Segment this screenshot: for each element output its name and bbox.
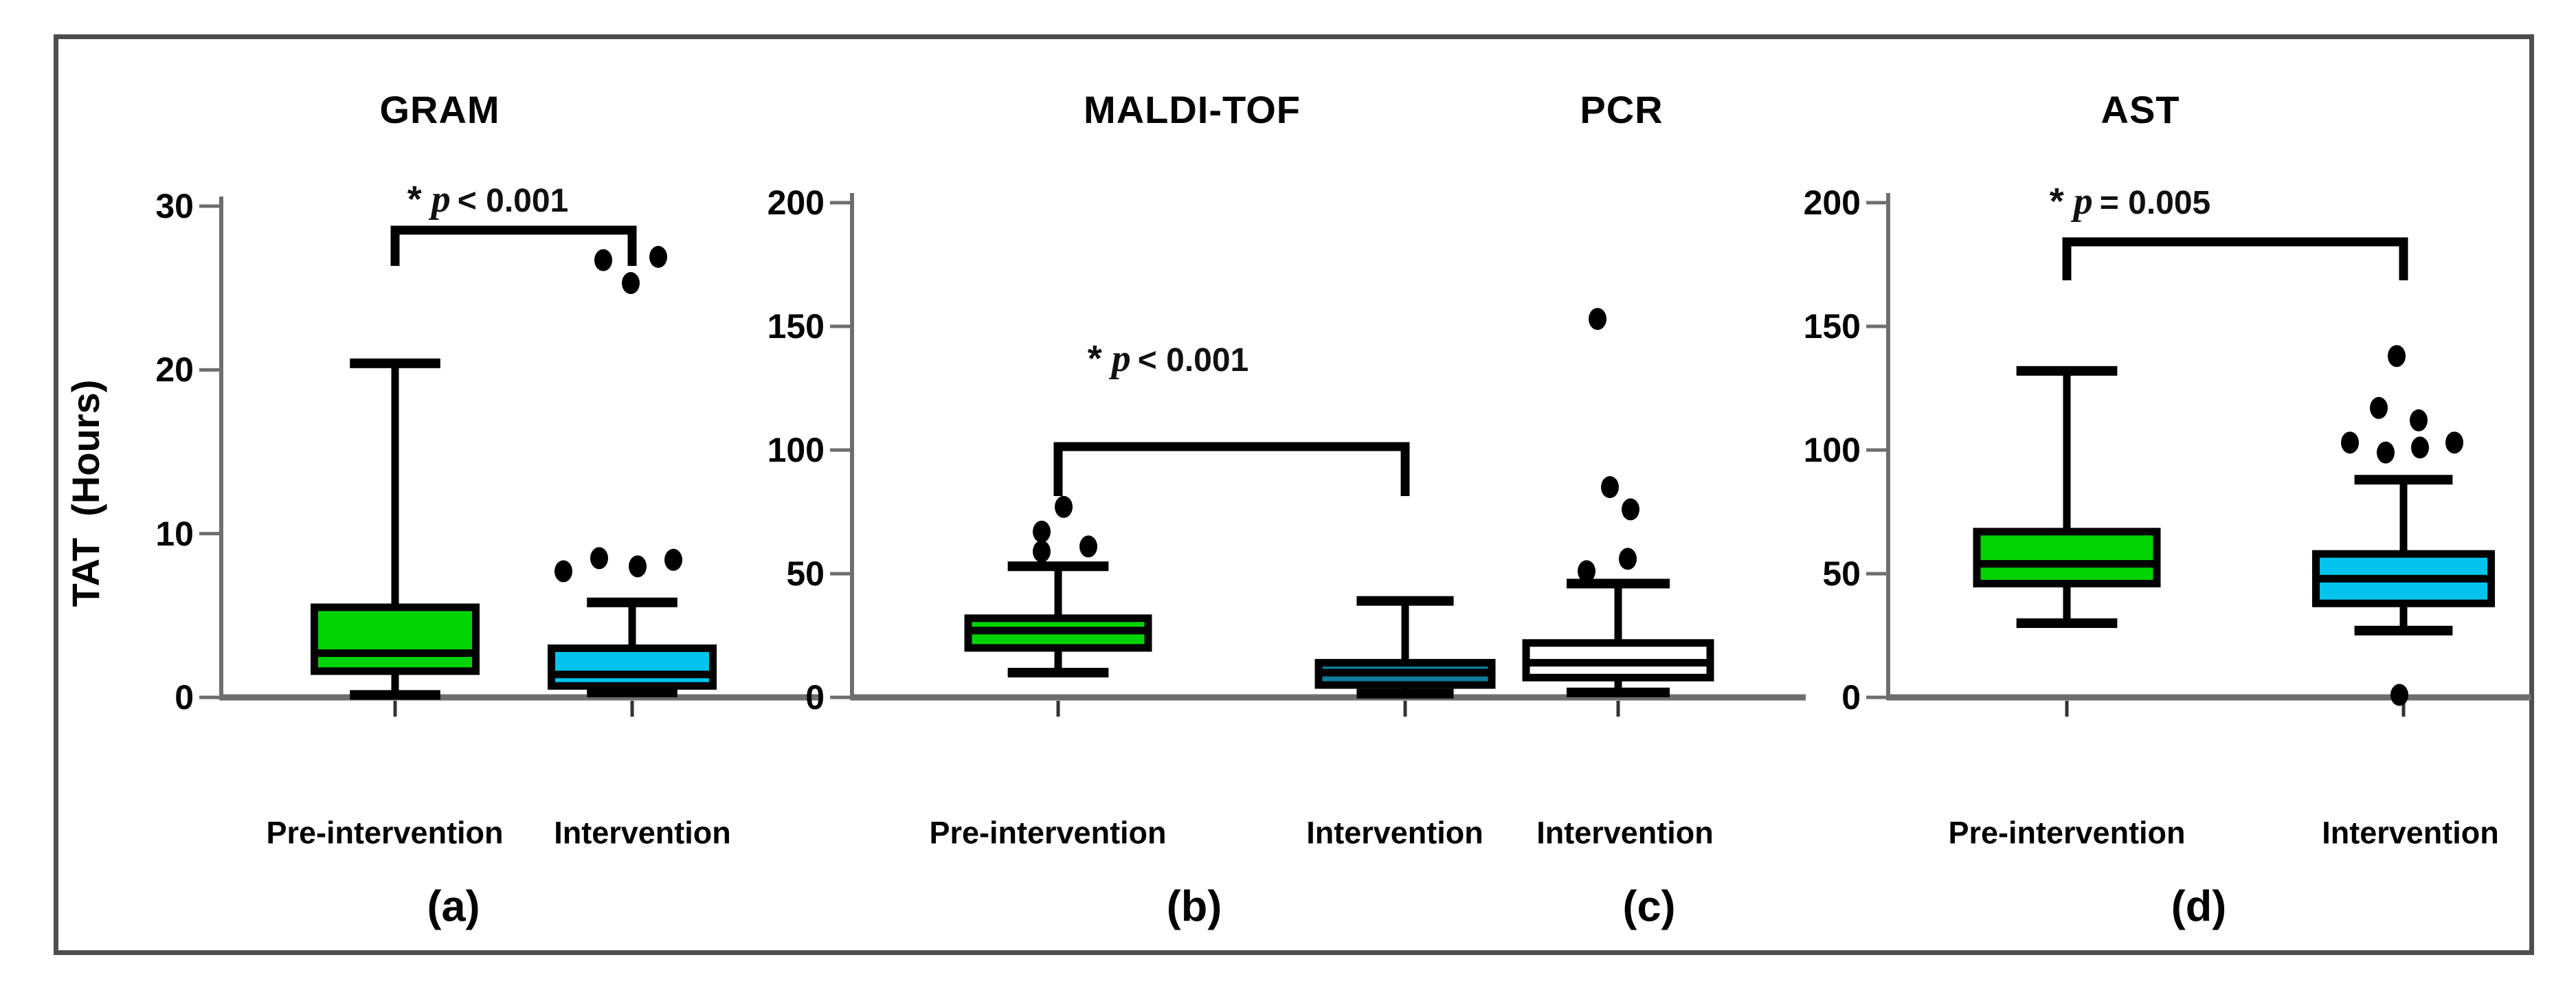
outlier-dot — [2445, 431, 2463, 454]
outlier-dot — [2388, 345, 2406, 368]
significance-label-maldi: * p < 0.001 — [1088, 337, 1249, 381]
panel-title-gram: GRAM — [379, 88, 500, 131]
significance-bracket — [2062, 237, 2408, 280]
outlier-dot — [1079, 535, 1097, 558]
y-tick-label: 20 — [155, 350, 194, 389]
y-tick-label: 200 — [1803, 183, 1861, 222]
x-category-label: Intervention — [1536, 815, 1714, 851]
x-category-label: Intervention — [1306, 815, 1483, 851]
significance-bracket — [1053, 442, 1410, 496]
p-value: < 0.001 — [457, 183, 569, 219]
box — [1973, 528, 2161, 587]
panel-letter-b: (b) — [1166, 882, 1222, 931]
whisker-cap — [587, 687, 677, 697]
x-category-label: Intervention — [554, 815, 731, 851]
y-axis-label: TAT (Hours) — [64, 379, 107, 607]
outlier-dot — [1578, 560, 1595, 583]
p-symbol: p — [2073, 180, 2093, 223]
panel-letter-d: (d) — [2171, 882, 2227, 931]
significance-bracket — [390, 225, 637, 266]
y-tick-label: 0 — [1841, 678, 1861, 717]
asterisk: * — [1087, 338, 1102, 379]
outlier-dot — [1619, 548, 1637, 570]
panel-a — [199, 197, 821, 717]
whisker-cap — [1007, 668, 1109, 677]
outlier-dot — [649, 245, 667, 268]
outlier-dot — [629, 555, 647, 578]
outlier-dot — [2370, 396, 2388, 419]
x-category-label: Intervention — [2322, 815, 2499, 851]
outlier-dot — [2390, 684, 2408, 706]
y-tick-label: 30 — [155, 187, 194, 225]
outlier-dot — [2341, 431, 2359, 454]
outlier-dot — [2377, 441, 2395, 464]
x-category-label: Pre-intervention — [929, 815, 1167, 851]
panel-title-pcr: PCR — [1580, 88, 1664, 131]
outlier-dot — [1622, 498, 1639, 521]
whisker-cap — [1356, 688, 1454, 699]
outlier-dot — [594, 249, 612, 271]
outlier-dot — [555, 560, 572, 583]
whisker-cap — [350, 690, 440, 700]
panel-title-ast: AST — [2101, 88, 2180, 131]
asterisk: * — [2049, 181, 2064, 222]
panel-b — [830, 193, 1806, 717]
outlier-dot — [1033, 540, 1051, 563]
whisker-cap — [2354, 475, 2453, 485]
x-category-label: Pre-intervention — [1948, 815, 2186, 851]
box — [548, 644, 717, 690]
whisker-cap — [2016, 618, 2118, 628]
y-tick-label: 0 — [805, 678, 825, 717]
y-tick-label: 10 — [155, 515, 194, 553]
outlier-dot — [2411, 436, 2429, 459]
y-tick-label: 100 — [767, 431, 825, 469]
whisker-cap — [1007, 561, 1109, 572]
significance-label-ast: * p = 0.005 — [2050, 179, 2211, 223]
y-tick-label: 150 — [767, 307, 825, 346]
outlier-dot — [622, 272, 640, 295]
whisker-cap — [2016, 366, 2118, 376]
outlier-dot — [1601, 476, 1619, 498]
x-category-label: Pre-intervention — [266, 815, 504, 851]
y-tick-label: 200 — [767, 183, 825, 222]
panel-letter-c: (c) — [1622, 882, 1676, 931]
outlier-dot — [2410, 409, 2428, 431]
y-tick-label: 100 — [1803, 431, 1861, 469]
significance-label-gram: * p < 0.001 — [407, 177, 569, 221]
whisker-cap — [1566, 579, 1670, 589]
p-symbol: p — [1111, 337, 1131, 380]
y-tick-label: 50 — [786, 554, 825, 593]
panel-c — [1522, 308, 1714, 717]
p-symbol: p — [431, 178, 451, 221]
panel-letter-a: (a) — [427, 882, 480, 931]
whisker-cap — [1566, 687, 1670, 697]
whisker-cap — [1356, 596, 1454, 606]
box — [311, 603, 480, 675]
outlier-dot — [1033, 520, 1051, 543]
panel-title-maldi: MALDI-TOF — [1084, 88, 1301, 131]
p-value: = 0.005 — [2099, 185, 2211, 221]
y-tick-label: 150 — [1803, 307, 1861, 346]
asterisk: * — [407, 179, 422, 220]
whisker-cap — [2354, 625, 2453, 636]
outlier-dot — [590, 547, 608, 570]
whisker-cap — [587, 597, 677, 607]
outlier-dot — [664, 548, 682, 571]
figure-frame — [54, 34, 2534, 955]
whisker-cap — [350, 358, 440, 368]
y-tick-label: 0 — [175, 678, 194, 717]
outlier-dot — [1589, 308, 1606, 330]
outlier-dot — [1055, 495, 1073, 518]
p-value: < 0.001 — [1137, 342, 1249, 379]
y-tick-label: 50 — [1822, 554, 1861, 593]
panel-d — [1866, 193, 2531, 717]
